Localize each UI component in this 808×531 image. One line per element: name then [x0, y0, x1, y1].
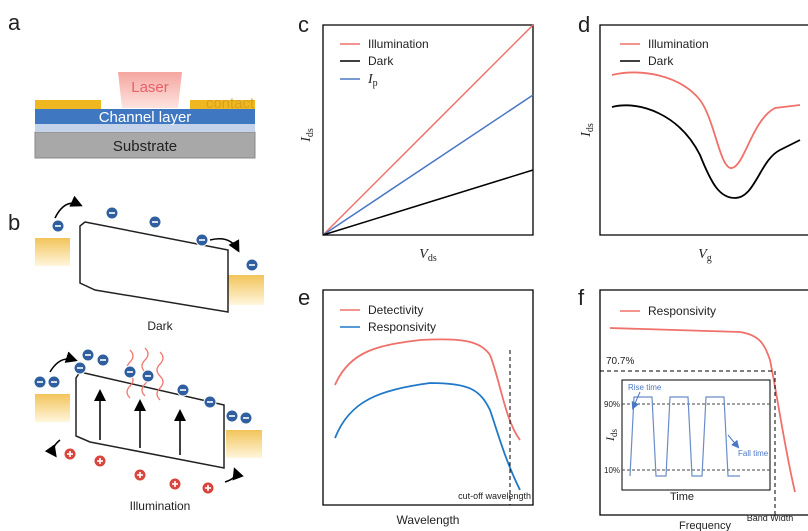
level-label: 70.7%: [606, 356, 634, 367]
low-label: 10%: [604, 466, 620, 475]
high-label: 90%: [604, 400, 620, 409]
arrow: [54, 195, 83, 219]
y-axis-label: Ids: [299, 128, 316, 143]
band-illumination: [75, 371, 225, 469]
channel-layer: [35, 109, 255, 124]
responsivity-curve: [609, 327, 796, 493]
electrode: [228, 275, 264, 305]
fall-label: Fall time: [738, 449, 769, 458]
dark-curve: [611, 104, 801, 199]
inset-x-label: Time: [670, 491, 694, 503]
laser-text: Laser: [131, 79, 169, 96]
channel-text: Channel layer: [99, 109, 192, 126]
illumination-line: [322, 24, 534, 236]
arrow: [727, 434, 740, 449]
caption: Dark: [147, 319, 173, 333]
arrow: [631, 391, 641, 410]
axes-box: [322, 24, 534, 236]
dark-line: [322, 169, 534, 236]
band-dark: [79, 221, 229, 313]
caption: Illumination: [130, 499, 191, 513]
arrow: [44, 439, 61, 458]
detectivity-curve: [334, 338, 521, 441]
contact-right: [190, 100, 255, 109]
rise-label: Rise time: [628, 383, 662, 392]
cutoff-label: cut-off wavelength: [458, 491, 531, 501]
panel-label: d: [578, 12, 590, 37]
legend-label: Dark: [648, 54, 674, 68]
x-axis-label: Wavelength: [397, 513, 460, 527]
illumination-curve: [611, 71, 801, 169]
legend-label: Illumination: [648, 37, 709, 51]
x-axis-label: Vg: [698, 247, 712, 264]
substrate-text: Substrate: [113, 138, 177, 155]
inset-wave: [629, 396, 740, 477]
arrow: [49, 351, 78, 373]
legend-label: Dark: [368, 54, 394, 68]
bandwidth-label: Band Width: [747, 513, 794, 523]
electrode: [35, 238, 70, 266]
carriers: [33, 206, 259, 495]
legend-label: Responsivity: [648, 304, 716, 318]
laser-beam: [118, 72, 182, 108]
legend-label: Detectivity: [368, 303, 423, 317]
field-arrows: [94, 389, 186, 455]
ip-line: [322, 94, 534, 236]
panel-label: e: [298, 285, 310, 310]
arrow: [209, 238, 240, 253]
responsivity-curve: [334, 382, 521, 491]
electrode: [35, 394, 70, 422]
y-axis-label: Ids: [579, 123, 596, 138]
panel-label: b: [8, 210, 20, 235]
axes-box: [322, 289, 534, 506]
substrate: [34, 131, 256, 159]
x-axis-label: Frequency: [679, 520, 731, 531]
electrode: [226, 430, 262, 458]
x-axis-label: Vds: [419, 247, 437, 264]
legend-label: Illumination: [368, 37, 429, 51]
buffer-layer: [35, 124, 255, 132]
panel-label: f: [578, 285, 585, 310]
arrow: [224, 467, 244, 483]
axes-box: [599, 289, 808, 516]
contact-left: [35, 100, 101, 109]
legend-label: Ip: [367, 72, 378, 89]
panel-label: c: [298, 12, 309, 37]
contact-text: contact: [206, 95, 255, 112]
panel-label: a: [8, 10, 21, 35]
inset-y-label: Ids: [603, 429, 619, 443]
inset-box: [621, 379, 771, 491]
legend-label: Responsivity: [368, 320, 436, 334]
axes-box: [599, 24, 808, 236]
